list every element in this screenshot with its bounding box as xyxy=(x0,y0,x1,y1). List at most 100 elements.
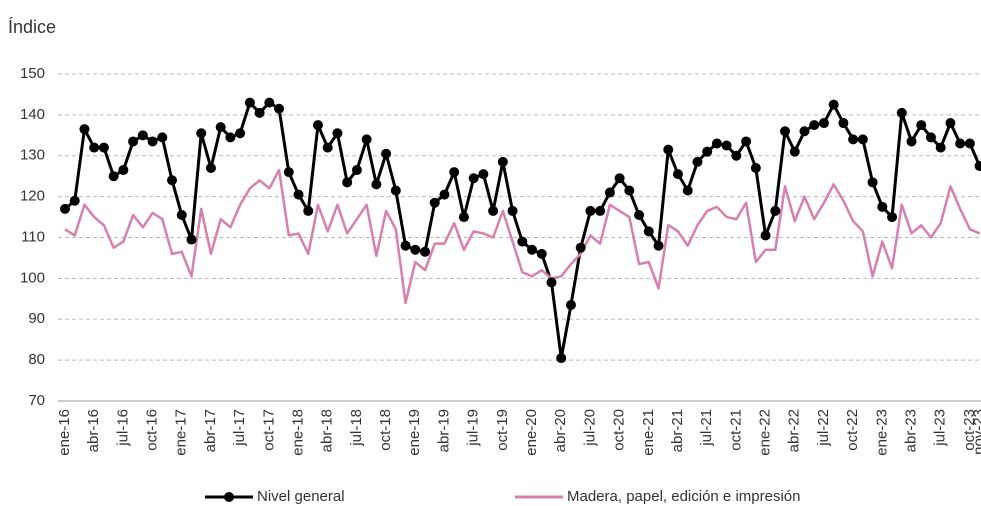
point xyxy=(381,148,392,159)
point xyxy=(215,122,226,133)
y-tick-label: 150 xyxy=(20,65,45,82)
x-tick-label: abr-19 xyxy=(435,409,452,452)
x-tick-label: oct-18 xyxy=(377,409,394,451)
point xyxy=(604,187,615,198)
point xyxy=(497,156,508,167)
x-tick-label: oct-21 xyxy=(727,409,744,451)
point xyxy=(458,212,469,223)
point xyxy=(108,171,119,182)
point xyxy=(731,150,742,161)
point xyxy=(877,201,888,212)
point xyxy=(760,230,771,241)
point xyxy=(468,173,479,184)
point xyxy=(147,136,158,147)
x-tick-label: oct-17 xyxy=(260,409,277,451)
point xyxy=(244,97,255,108)
legend-label: Madera, papel, edición e impresión xyxy=(567,488,800,505)
point xyxy=(702,146,713,157)
point xyxy=(838,118,849,129)
point xyxy=(342,177,353,188)
point xyxy=(585,205,596,216)
point xyxy=(371,179,382,190)
x-tick-label: abr-18 xyxy=(319,409,336,452)
x-tick-label: jul-19 xyxy=(465,409,482,447)
point xyxy=(809,120,820,131)
x-tick-label: ene-23 xyxy=(873,409,890,456)
point xyxy=(420,246,431,257)
x-tick-label: ene-16 xyxy=(56,409,73,456)
x-tick-label: ene-22 xyxy=(757,409,774,456)
point xyxy=(780,126,791,137)
point xyxy=(79,124,90,135)
point xyxy=(390,185,401,196)
point xyxy=(828,99,839,110)
y-axis-label: Índice xyxy=(8,17,56,37)
legend-label: Nivel general xyxy=(257,488,345,505)
point xyxy=(264,97,275,108)
x-tick-label: abr-22 xyxy=(786,409,803,452)
point xyxy=(235,128,246,139)
point xyxy=(98,142,109,153)
x-tick-label: jul-16 xyxy=(114,409,131,447)
point xyxy=(634,210,645,221)
point xyxy=(887,212,898,223)
point xyxy=(974,160,981,171)
point xyxy=(118,165,129,176)
x-tick-label: jul-21 xyxy=(698,409,715,447)
point xyxy=(478,169,489,180)
point xyxy=(857,134,868,145)
y-tick-label: 100 xyxy=(20,269,45,286)
point xyxy=(507,205,518,216)
x-tick-label: jul-18 xyxy=(348,409,365,447)
x-tick-label: ene-19 xyxy=(406,409,423,456)
point xyxy=(896,107,907,118)
series-line xyxy=(64,168,981,305)
point xyxy=(60,203,70,214)
point xyxy=(410,244,421,255)
x-tick-label: abr-20 xyxy=(552,409,569,452)
point xyxy=(312,120,323,131)
x-tick-label: jul-23 xyxy=(932,409,949,447)
point xyxy=(69,195,80,206)
x-tick-label: oct-22 xyxy=(844,409,861,451)
point xyxy=(741,136,752,147)
point xyxy=(400,240,411,251)
point xyxy=(556,353,567,364)
point xyxy=(536,248,547,259)
point xyxy=(935,142,946,153)
point xyxy=(488,205,499,216)
x-tick-label: ene-21 xyxy=(640,409,657,456)
point xyxy=(274,103,285,114)
point xyxy=(682,185,693,196)
x-tick-label: abr-23 xyxy=(902,409,919,452)
legend-marker xyxy=(224,492,234,502)
point xyxy=(848,134,859,145)
y-tick-label: 130 xyxy=(20,147,45,164)
x-tick-label: jul-20 xyxy=(581,409,598,447)
x-tick-label: jul-17 xyxy=(231,409,248,447)
point xyxy=(137,130,148,141)
x-tick-label: ene-20 xyxy=(523,409,540,456)
point xyxy=(429,197,440,208)
point xyxy=(925,132,936,143)
point xyxy=(332,128,343,139)
y-tick-label: 120 xyxy=(20,188,45,205)
point xyxy=(157,132,168,143)
point xyxy=(653,240,664,251)
point xyxy=(945,118,956,129)
point xyxy=(89,142,100,153)
y-tick-label: 140 xyxy=(20,106,45,123)
point xyxy=(750,163,761,174)
point xyxy=(449,167,460,178)
point xyxy=(643,226,654,237)
point xyxy=(624,185,635,196)
x-tick-label: oct-20 xyxy=(611,409,628,451)
point xyxy=(351,165,362,176)
point xyxy=(614,173,625,184)
point xyxy=(964,138,975,149)
x-tick-label: abr-21 xyxy=(669,409,686,452)
point xyxy=(916,120,927,131)
point xyxy=(439,189,450,200)
point xyxy=(799,126,810,137)
